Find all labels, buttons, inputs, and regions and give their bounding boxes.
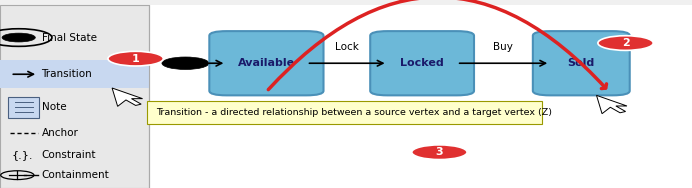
Text: Available: Available [238,58,295,68]
Text: Constraint: Constraint [42,150,96,160]
Text: Sold: Sold [567,58,595,68]
FancyBboxPatch shape [533,31,630,95]
FancyBboxPatch shape [149,5,692,188]
Text: Locked: Locked [400,58,444,68]
Circle shape [162,57,209,70]
Text: Transition: Transition [42,69,92,79]
Text: Containment: Containment [42,170,109,180]
Text: 2: 2 [621,38,630,48]
FancyBboxPatch shape [147,101,542,124]
Circle shape [412,145,467,160]
Polygon shape [112,88,143,106]
FancyBboxPatch shape [209,31,323,95]
Text: Buy: Buy [493,42,513,52]
Text: 1: 1 [131,54,140,64]
Text: Transition - a directed relationship between a source vertex and a target vertex: Transition - a directed relationship bet… [156,108,552,117]
Text: {.}.: {.}. [12,150,33,160]
Text: Note: Note [42,102,66,112]
Text: Anchor: Anchor [42,128,78,138]
Text: Lock: Lock [335,42,358,52]
FancyBboxPatch shape [0,61,149,88]
Text: 3: 3 [435,147,444,157]
Polygon shape [597,95,627,114]
Circle shape [598,36,653,50]
Circle shape [108,51,163,66]
Text: Final State: Final State [42,33,96,42]
FancyBboxPatch shape [8,97,39,118]
Circle shape [2,33,35,42]
FancyBboxPatch shape [0,5,149,188]
FancyBboxPatch shape [370,31,474,95]
